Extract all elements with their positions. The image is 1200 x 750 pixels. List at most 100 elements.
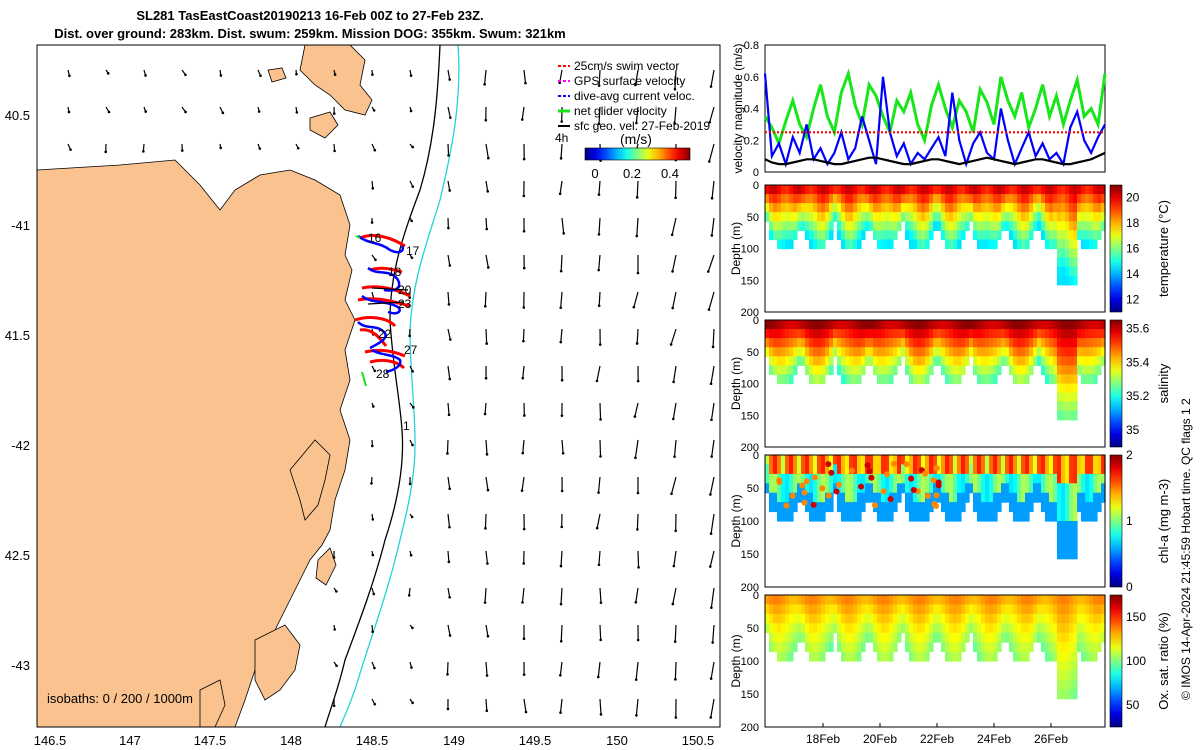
oxygen-cell bbox=[1053, 595, 1058, 605]
salinity-cell bbox=[1005, 338, 1010, 348]
salinity-cell bbox=[813, 329, 818, 339]
oxygen-cell bbox=[913, 623, 918, 634]
oxygen-cell bbox=[793, 613, 798, 624]
temperature-cell bbox=[1089, 230, 1094, 241]
current-vector bbox=[560, 254, 563, 272]
chl-a-cell bbox=[913, 473, 918, 484]
chl-a-cell bbox=[913, 455, 918, 465]
current-vector-head bbox=[597, 491, 600, 494]
current-vector-head bbox=[670, 233, 674, 237]
current-vector-head bbox=[411, 406, 415, 409]
temperature-cell bbox=[889, 230, 894, 241]
temperature-cell bbox=[1029, 194, 1034, 204]
salinity-cell bbox=[789, 356, 794, 366]
salinity-cell bbox=[913, 320, 918, 330]
temperature-cell bbox=[1025, 221, 1030, 231]
temperature-cell bbox=[977, 194, 982, 204]
temperature-cell bbox=[961, 221, 966, 231]
oxygen-cell bbox=[1013, 623, 1018, 634]
salinity-cell bbox=[1005, 329, 1010, 339]
chl-a-cell bbox=[1037, 492, 1042, 503]
oxygen-cell bbox=[1057, 670, 1062, 681]
chl-a-cell bbox=[1073, 511, 1078, 522]
current-vector bbox=[447, 143, 450, 156]
temperature-colorbar-tick: 14 bbox=[1126, 267, 1140, 281]
chl-a-cell bbox=[1041, 473, 1046, 484]
temperature-cell bbox=[785, 194, 790, 204]
oxygen-cell bbox=[1085, 651, 1090, 662]
chl-a-cell bbox=[1081, 473, 1086, 484]
current-vector-head bbox=[411, 145, 414, 149]
oxygen-cell bbox=[965, 604, 970, 615]
oxygen-cell bbox=[1053, 604, 1058, 615]
salinity-cell bbox=[933, 356, 938, 366]
oxygen-cell bbox=[993, 595, 998, 605]
chl-a-cell bbox=[1077, 455, 1082, 465]
temperature-cell bbox=[881, 194, 886, 204]
chl-a-cell bbox=[1097, 492, 1102, 503]
salinity-cell bbox=[861, 338, 866, 348]
map-y-tick: 40.5 bbox=[5, 108, 30, 123]
salinity-cell bbox=[853, 356, 858, 366]
salinity-cell bbox=[993, 365, 998, 376]
chl-a-cell bbox=[833, 473, 838, 484]
current-vector-head bbox=[636, 528, 639, 531]
chl-a-cell bbox=[981, 502, 986, 513]
oxygen-cell bbox=[805, 613, 810, 624]
salinity-cell bbox=[1057, 374, 1062, 385]
salinity-cell bbox=[949, 374, 954, 385]
current-vector bbox=[634, 69, 639, 86]
chl-a-cell bbox=[1053, 455, 1058, 465]
oxygen-cell bbox=[829, 632, 834, 643]
current-vector-head bbox=[446, 673, 449, 676]
chl-a-cell bbox=[1045, 492, 1050, 503]
chl-a-cell bbox=[885, 483, 890, 494]
current-vector-head bbox=[599, 455, 602, 458]
temperature-cell bbox=[985, 212, 990, 222]
temperature-cell bbox=[817, 203, 822, 213]
chl-a-cell bbox=[817, 483, 822, 494]
oxygen-cell bbox=[1089, 651, 1094, 662]
salinity-cell bbox=[1053, 320, 1058, 330]
temperature-cell bbox=[1061, 203, 1066, 213]
oxygen-cell bbox=[973, 623, 978, 634]
salinity-cell bbox=[1061, 329, 1066, 339]
salinity-cell bbox=[993, 374, 998, 385]
salinity-cell bbox=[945, 329, 950, 339]
salinity-cell bbox=[1001, 347, 1006, 357]
current-vector-head bbox=[448, 596, 451, 599]
temperature-cell bbox=[1017, 212, 1022, 222]
oxygen-cell bbox=[917, 642, 922, 653]
current-vector-head bbox=[484, 118, 488, 122]
salinity-cell bbox=[837, 347, 842, 357]
oxygen-cell bbox=[781, 623, 786, 634]
temperature-cell bbox=[977, 239, 982, 250]
current-vector-head bbox=[448, 525, 451, 529]
current-vector-head bbox=[672, 380, 675, 384]
salinity-cell bbox=[817, 356, 822, 366]
map-frame bbox=[36, 44, 721, 728]
chl-a-cell bbox=[1025, 502, 1030, 513]
chl-a-cell bbox=[785, 511, 790, 522]
oxygen-cell bbox=[825, 604, 830, 615]
chl-a-cell bbox=[993, 502, 998, 513]
salinity-cell bbox=[781, 347, 786, 357]
oxygen-cell bbox=[765, 623, 770, 634]
current-vector bbox=[597, 661, 601, 678]
oxygen-cell bbox=[1029, 642, 1034, 653]
oxygen-cell bbox=[1049, 632, 1054, 643]
salinity-cell bbox=[785, 338, 790, 348]
salinity-cell bbox=[1045, 320, 1050, 330]
oxygen-x-tick: 20Feb bbox=[863, 732, 897, 746]
chl-a-cell bbox=[793, 502, 798, 513]
temperature-cell bbox=[849, 221, 854, 231]
chl-a-cell bbox=[1029, 455, 1034, 465]
oxygen-cell bbox=[957, 613, 962, 624]
temperature-cell bbox=[965, 203, 970, 213]
temperature-cell bbox=[873, 203, 878, 213]
oxygen-cell bbox=[773, 632, 778, 643]
temperature-cell bbox=[1057, 230, 1062, 241]
salinity-cell bbox=[861, 356, 866, 366]
oxygen-cell bbox=[893, 595, 898, 605]
salinity-cell bbox=[953, 329, 958, 339]
